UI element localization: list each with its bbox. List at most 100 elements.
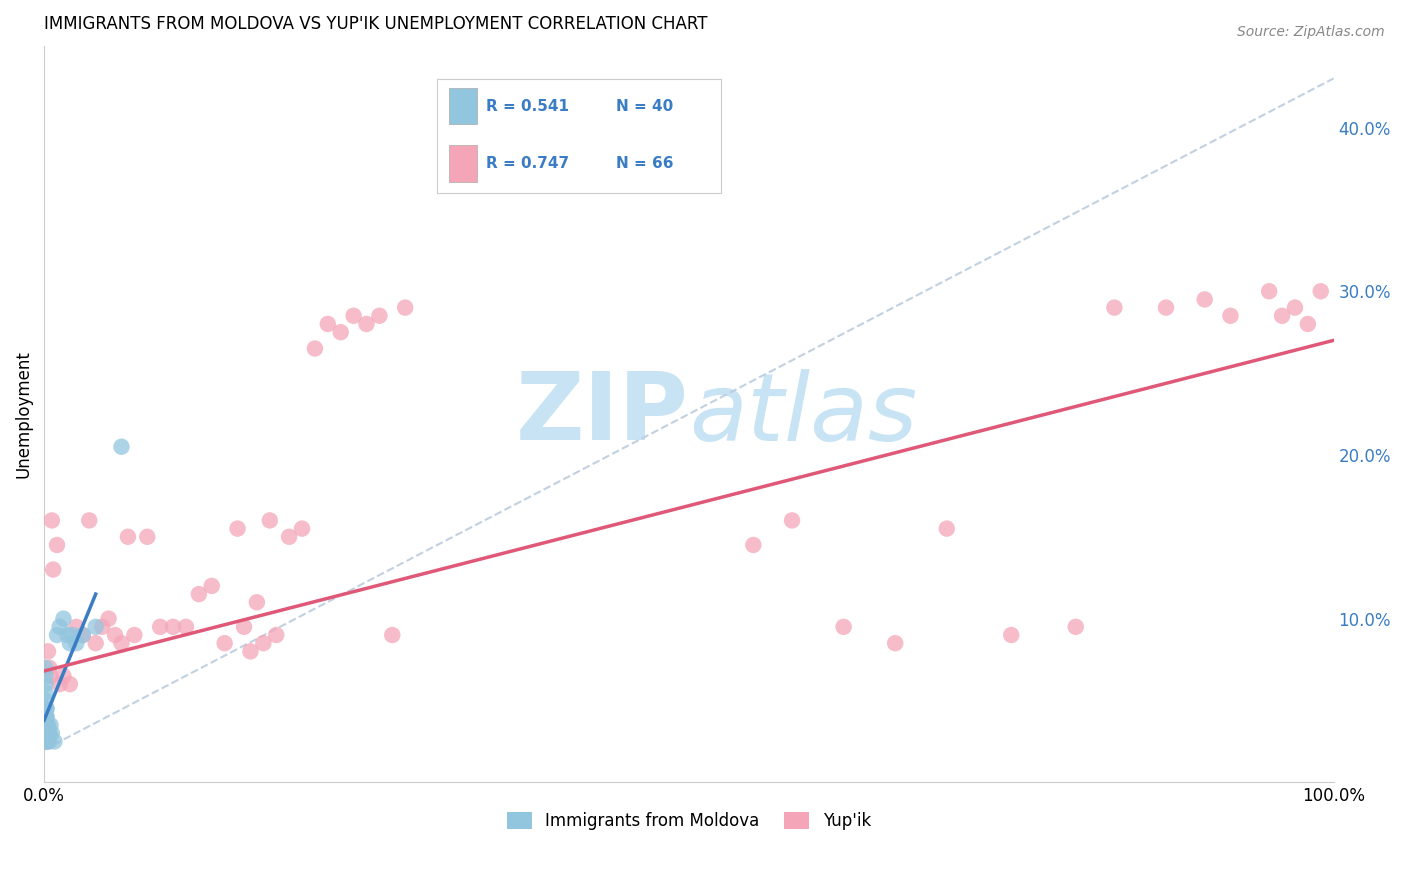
Point [110, 440, 132, 454]
Point [37, 734, 59, 748]
Point [1271, 309, 1294, 323]
Point [46, 628, 69, 642]
Point [356, 317, 378, 331]
Point [884, 636, 907, 650]
Point [42, 562, 65, 576]
Point [935, 522, 957, 536]
Point [41, 726, 63, 740]
Point [52, 612, 75, 626]
Point [162, 620, 184, 634]
Text: IMMIGRANTS FROM MOLDOVA VS YUP'IK UNEMPLOYMENT CORRELATION CHART: IMMIGRANTS FROM MOLDOVA VS YUP'IK UNEMPL… [44, 15, 707, 33]
Point [187, 587, 209, 601]
Point [35, 710, 58, 724]
Point [48, 677, 70, 691]
Point [832, 620, 855, 634]
Text: Source: ZipAtlas.com: Source: ZipAtlas.com [1237, 25, 1385, 39]
Point [34, 661, 56, 675]
Point [62, 628, 84, 642]
Point [35, 734, 58, 748]
Point [34, 710, 56, 724]
Point [56, 628, 79, 642]
Point [38, 726, 60, 740]
Point [124, 628, 146, 642]
Point [48, 620, 70, 634]
Point [252, 636, 274, 650]
Point [742, 538, 765, 552]
Point [1104, 301, 1126, 315]
Point [34, 710, 56, 724]
Point [34, 693, 56, 707]
Point [368, 309, 391, 323]
Point [246, 595, 269, 609]
Point [35, 726, 58, 740]
Point [201, 579, 224, 593]
Point [65, 620, 87, 634]
Point [37, 644, 59, 658]
Point [329, 325, 352, 339]
Point [1309, 284, 1331, 298]
Point [38, 734, 60, 748]
Point [34, 734, 56, 748]
Point [34, 710, 56, 724]
Point [65, 636, 87, 650]
Point [37, 726, 59, 740]
Point [117, 530, 139, 544]
Point [381, 628, 404, 642]
Point [174, 620, 197, 634]
Point [35, 726, 58, 740]
Point [44, 734, 66, 748]
Point [59, 636, 82, 650]
Point [1219, 309, 1241, 323]
Point [72, 628, 94, 642]
Point [34, 685, 56, 699]
Point [394, 301, 416, 315]
Point [97, 612, 120, 626]
Point [259, 513, 281, 527]
Point [1000, 628, 1022, 642]
Point [34, 718, 56, 732]
Point [35, 701, 58, 715]
Point [780, 513, 803, 527]
Point [84, 636, 107, 650]
Point [34, 701, 56, 715]
Point [52, 669, 75, 683]
Point [34, 677, 56, 691]
Point [1296, 317, 1319, 331]
Point [278, 530, 301, 544]
Text: ZIP: ZIP [516, 368, 689, 460]
Point [38, 726, 60, 740]
Point [59, 677, 82, 691]
Point [110, 636, 132, 650]
Point [1064, 620, 1087, 634]
Point [1194, 293, 1216, 307]
Point [1284, 301, 1306, 315]
Point [37, 718, 59, 732]
Point [35, 726, 58, 740]
Y-axis label: Unemployment: Unemployment [15, 350, 32, 478]
Point [136, 530, 159, 544]
Point [214, 636, 236, 650]
Point [91, 620, 114, 634]
Point [39, 669, 62, 683]
Point [38, 661, 60, 675]
Point [104, 628, 127, 642]
Point [35, 718, 58, 732]
Point [34, 669, 56, 683]
Point [35, 734, 58, 748]
Point [342, 309, 364, 323]
Point [77, 513, 100, 527]
Point [1154, 301, 1177, 315]
Point [39, 718, 62, 732]
Point [316, 317, 339, 331]
Point [291, 522, 314, 536]
Point [35, 710, 58, 724]
Point [84, 620, 107, 634]
Point [35, 726, 58, 740]
Point [34, 718, 56, 732]
Point [35, 701, 58, 715]
Point [1258, 284, 1281, 298]
Point [239, 644, 262, 658]
Point [233, 620, 256, 634]
Point [264, 628, 287, 642]
Point [72, 628, 94, 642]
